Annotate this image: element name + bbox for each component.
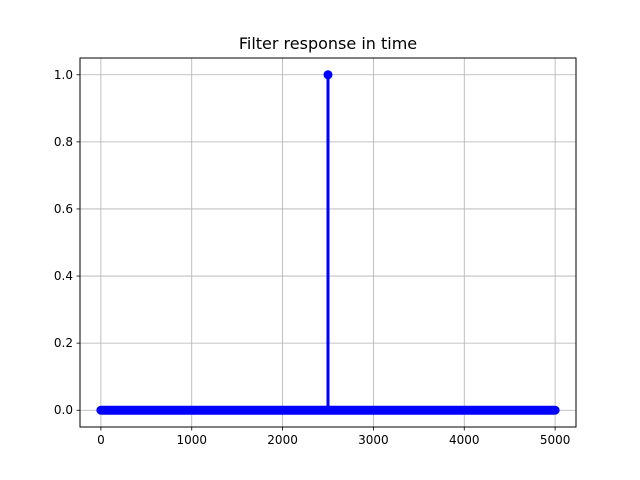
impulse-marker [323,70,333,80]
x-tick-label: 1000 [176,433,207,447]
axes-frame [79,57,577,428]
x-tick-label: 3000 [358,433,389,447]
y-axis: 0.0 0.2 0.4 0.6 0.8 1.0 [54,68,80,417]
x-tick-label: 5000 [540,433,571,447]
y-tick-label: 0.0 [54,403,73,417]
chart-title: Filter response in time [239,34,417,53]
y-tick-label: 0.4 [54,269,73,283]
x-tick-label: 0 [97,433,105,447]
x-tick-label: 2000 [267,433,298,447]
y-tick-label: 0.8 [54,135,73,149]
x-axis: 0 1000 2000 3000 4000 5000 [97,427,570,447]
plot-area [96,70,560,415]
y-tick-label: 1.0 [54,68,73,82]
x-tick-label: 4000 [449,433,480,447]
y-tick-label: 0.6 [54,202,73,216]
y-tick-label: 0.2 [54,336,73,350]
